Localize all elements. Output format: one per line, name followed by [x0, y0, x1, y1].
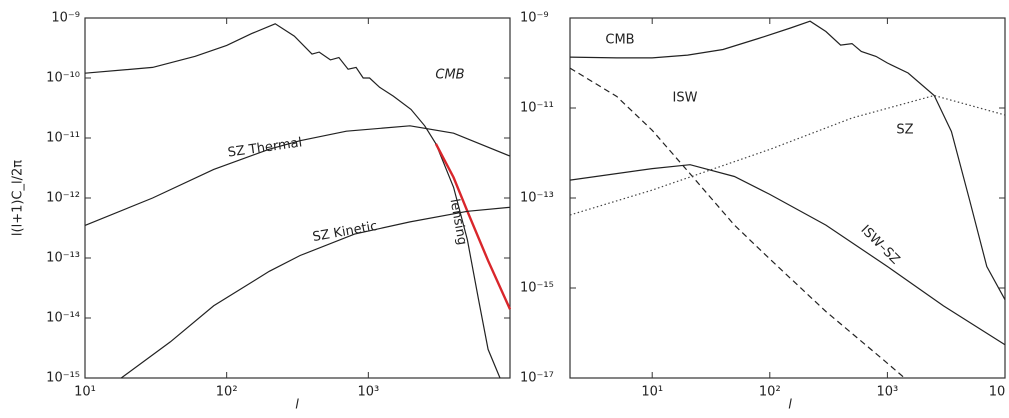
- y-tick-label: 10⁻¹⁷: [520, 371, 554, 386]
- right-plot-frame: [569, 17, 1006, 379]
- y-axis-title: l(l+1)C_l/2π: [11, 160, 26, 236]
- y-tick-label: 10⁻¹⁰: [46, 71, 80, 86]
- series-line: [569, 20, 1006, 300]
- series-label: ISW: [673, 91, 698, 106]
- y-tick-label: 10⁻¹³: [520, 191, 554, 206]
- y-tick-label: 10⁻¹¹: [46, 131, 80, 146]
- series-label: SZ Thermal: [227, 135, 303, 160]
- y-tick-label: 10⁻¹⁴: [46, 311, 80, 326]
- x-tick-label: 10: [989, 385, 1006, 400]
- x-tick-label: 10²: [216, 385, 238, 400]
- series-line: [569, 67, 905, 379]
- y-tick-label: 10⁻⁹: [51, 11, 80, 26]
- series-label: ISW–SZ: [858, 223, 903, 268]
- series-line: [120, 206, 511, 379]
- x-axis-title: l: [295, 398, 299, 413]
- x-axis-title: l: [788, 398, 792, 413]
- x-tick-label: 10¹: [74, 385, 96, 400]
- series-line: [569, 94, 1006, 216]
- x-tick-label: 10³: [877, 385, 899, 400]
- y-tick-label: 10⁻¹³: [46, 251, 80, 266]
- series-label: SZ Kinetic: [311, 219, 378, 245]
- y-tick-label: 10⁻¹¹: [520, 101, 554, 116]
- x-tick-label: 10³: [357, 385, 379, 400]
- series-line: [569, 164, 1006, 346]
- series-label: CMB: [605, 33, 634, 48]
- y-tick-label: 10⁻⁹: [520, 11, 549, 26]
- series-line: [84, 125, 511, 226]
- x-tick-label: 10²: [759, 385, 781, 400]
- series-line: [434, 143, 512, 310]
- y-tick-label: 10⁻¹⁵: [46, 371, 80, 386]
- series-label: CMB: [435, 68, 464, 83]
- y-tick-label: 10⁻¹²: [46, 191, 80, 206]
- y-tick-label: 10⁻¹⁵: [520, 281, 554, 296]
- series-label: SZ: [896, 123, 913, 138]
- series-line: [84, 23, 501, 379]
- x-tick-label: 10¹: [641, 385, 663, 400]
